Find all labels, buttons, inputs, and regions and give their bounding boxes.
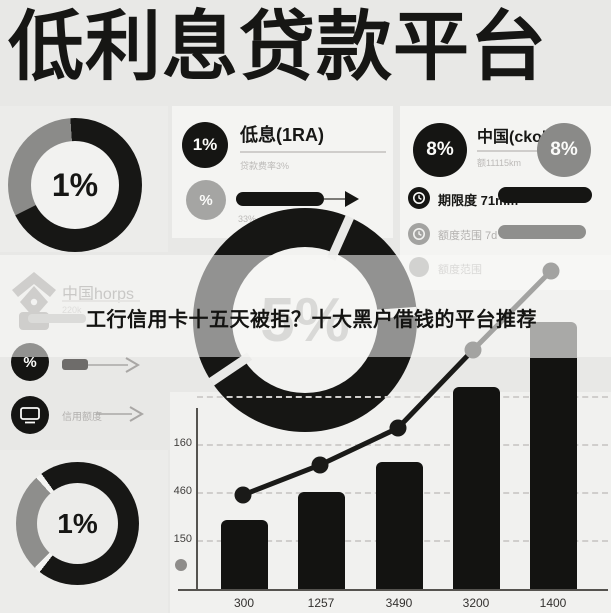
monitor-icon	[11, 396, 49, 434]
bar	[220, 520, 268, 589]
china-label: 中国(ckol)	[477, 129, 552, 146]
rate-badge-dark: 1%	[182, 122, 228, 168]
x-tick-label: 3490	[385, 596, 413, 610]
china-sublabel: 额11115km	[477, 158, 522, 168]
divider	[240, 151, 386, 153]
bar	[529, 322, 577, 589]
progress-caption: 33%	[238, 214, 257, 224]
line-dot	[234, 486, 252, 504]
low-interest-sublabel: 贷款费率3%	[240, 161, 290, 171]
donut-top-left-value: 1%	[31, 141, 119, 229]
divider	[477, 150, 553, 152]
term-row-bar	[498, 187, 592, 203]
y-tick-label: 460	[173, 485, 192, 497]
credit-arrow-icon	[96, 406, 144, 422]
line-dot	[311, 456, 329, 474]
percent-badge-gray: %	[186, 180, 226, 220]
line-dot	[389, 419, 407, 437]
y-axis	[196, 408, 198, 591]
clock-icon	[408, 187, 430, 209]
page-title: 低利息贷款平台	[8, 5, 547, 90]
range-row-label: 额度范围 7d	[438, 230, 498, 242]
range-row-icon	[408, 223, 430, 245]
china-badge-dark: 8%	[413, 123, 467, 177]
donut-bottom-left-value: 1%	[37, 483, 118, 564]
range-row-bar	[498, 225, 586, 239]
x-tick-label: 1400	[539, 596, 567, 610]
bar	[297, 492, 345, 589]
x-axis	[178, 589, 608, 591]
x-tick-label: 300	[233, 596, 255, 610]
low-interest-label: 低息(1RA)	[240, 125, 324, 145]
axis-origin-dot	[175, 559, 187, 571]
y-tick-label: 150	[173, 533, 192, 545]
y-tick-label: 160	[173, 437, 192, 449]
x-tick-label: 1257	[307, 596, 335, 610]
headline: 工行信用卡十五天被拒？十大黑户借钱的平台推荐	[86, 309, 537, 331]
x-tick-label: 3200	[462, 596, 490, 610]
credit-label: 信用额度	[62, 412, 102, 423]
bar	[375, 462, 423, 589]
bar	[452, 387, 500, 589]
progress-arrow-icon	[236, 191, 359, 207]
china-badge-gray: 8%	[537, 123, 591, 177]
percent-arrow-icon	[62, 357, 140, 373]
